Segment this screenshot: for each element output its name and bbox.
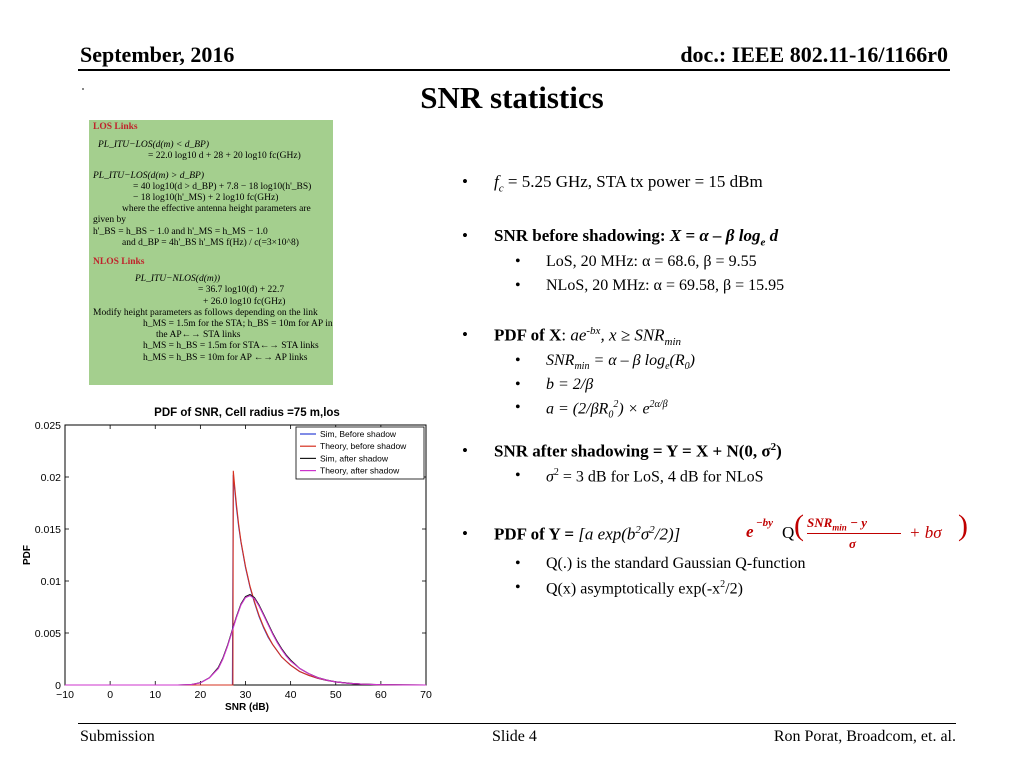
los-line-9: and d_BP = 4h'_BS h'_MS f(Hz) / c(=3×10^… (122, 237, 299, 248)
legend-label: Sim, after shadow (320, 453, 389, 463)
bullet-marker: • (462, 441, 468, 460)
los-line-6: where the effective antenna height param… (122, 204, 311, 215)
los-heading: LOS Links (93, 122, 138, 132)
y-tick-label: 0.005 (35, 628, 61, 640)
los-line-5: − 18 log10(h'_MS) + 2 log10 fc(GHz) (133, 193, 279, 204)
slide-title: SNR statistics (420, 80, 604, 115)
x-tick-label: 40 (285, 689, 297, 701)
nlos-line-3: + 26.0 log10 fc(GHz) (203, 296, 286, 307)
los-line-2: = 22.0 log10 d + 28 + 20 log10 fc(GHz) (148, 151, 301, 162)
bullet-marker: • (462, 172, 468, 191)
legend-label: Theory, before shadow (320, 441, 407, 451)
x-tick-label: 0 (107, 689, 113, 701)
bullet-marker: • (462, 226, 468, 245)
chart-title: PDF of SNR, Cell radius =75 m,los (154, 407, 340, 419)
x-tick-label: 50 (330, 689, 342, 701)
x-tick-label: 10 (149, 689, 161, 701)
nlos-line-8: h_MS = h_BS = 10m for AP ←→ AP links (143, 352, 308, 363)
footer-author: Ron Porat, Broadcom, et. al. (773, 728, 956, 745)
snr-pdf-chart: PDF of SNR, Cell radius =75 m,los SNR (d… (14, 400, 444, 723)
y-tick-label: 0 (55, 680, 61, 692)
chart-x-axis-label: SNR (dB) (225, 702, 269, 713)
open-paren: ( (794, 509, 804, 542)
header-date: September, 2016 (80, 42, 235, 67)
y-tick-label: 0.01 (41, 576, 62, 588)
x-tick-label: 30 (240, 689, 252, 701)
los-line-1: PL_ITU−LOS(d(m) < d_BP) (98, 140, 209, 151)
nlos-line-4: Modify height parameters as follows depe… (93, 307, 318, 318)
bullet-marker: • (462, 524, 468, 543)
bullet-marker: • (462, 325, 468, 344)
legend-box (295, 426, 425, 480)
footer-submission: Submission (80, 728, 155, 745)
header-doc-id: doc.: IEEE 802.11-16/1166r0 (680, 42, 948, 67)
chart-y-axis-label: PDF (22, 545, 33, 565)
x-tick-label: 70 (420, 689, 432, 701)
los-line-4: = 40 log10(d > d_BP) + 7.8 − 18 log10(h'… (133, 181, 312, 192)
nlos-line-5: h_MS = 1.5m for the STA; h_BS = 10m for … (143, 319, 333, 330)
stray-dot (82, 88, 84, 90)
chart-series-lines (65, 470, 427, 686)
nlos-line-2: = 36.7 log10(d) + 22.7 (198, 285, 285, 296)
x-tick-label: 60 (375, 689, 387, 701)
fraction-bar (807, 533, 901, 534)
footer-divider (78, 723, 956, 724)
x-tick-label: 20 (195, 689, 207, 701)
legend-label: Sim, Before shadow (320, 429, 397, 439)
chart-legend: Sim, Before shadow Theory, before shadow S… (295, 426, 425, 480)
footer-slide-number: Slide 4 (492, 728, 537, 745)
nlos-heading: NLOS Links (93, 257, 145, 268)
close-paren: ) (958, 509, 968, 542)
x-tick-label: −10 (56, 689, 74, 701)
path-loss-formula-image: LOS Links PL_ITU−LOS(d(m) < d_BP) = 22.0… (89, 120, 333, 385)
legend-label: Theory, after shadow (320, 466, 400, 476)
header-divider (78, 69, 950, 71)
y-tick-label: 0.02 (41, 472, 62, 484)
snr-pdf-chart-svg: PDF of SNR, Cell radius =75 m,los SNR (d… (22, 407, 432, 713)
los-line-3: PL_ITU−LOS(d(m) > d_BP) (93, 170, 204, 181)
nlos-line-1: PL_ITU−NLOS(d(m)) (135, 274, 221, 285)
los-line-8: h'_BS = h_BS − 1.0 and h'_MS = h_MS − 1.… (93, 226, 268, 237)
nlos-line-6: the AP←→ STA links (156, 330, 241, 341)
series-line-4 (65, 594, 427, 686)
y-tick-label: 0.015 (35, 524, 61, 536)
los-line-7: given by (93, 215, 126, 226)
y-tick-label: 0.025 (35, 420, 61, 432)
nlos-line-7: h_MS = h_BS = 1.5m for STA←→ STA links (143, 341, 319, 352)
